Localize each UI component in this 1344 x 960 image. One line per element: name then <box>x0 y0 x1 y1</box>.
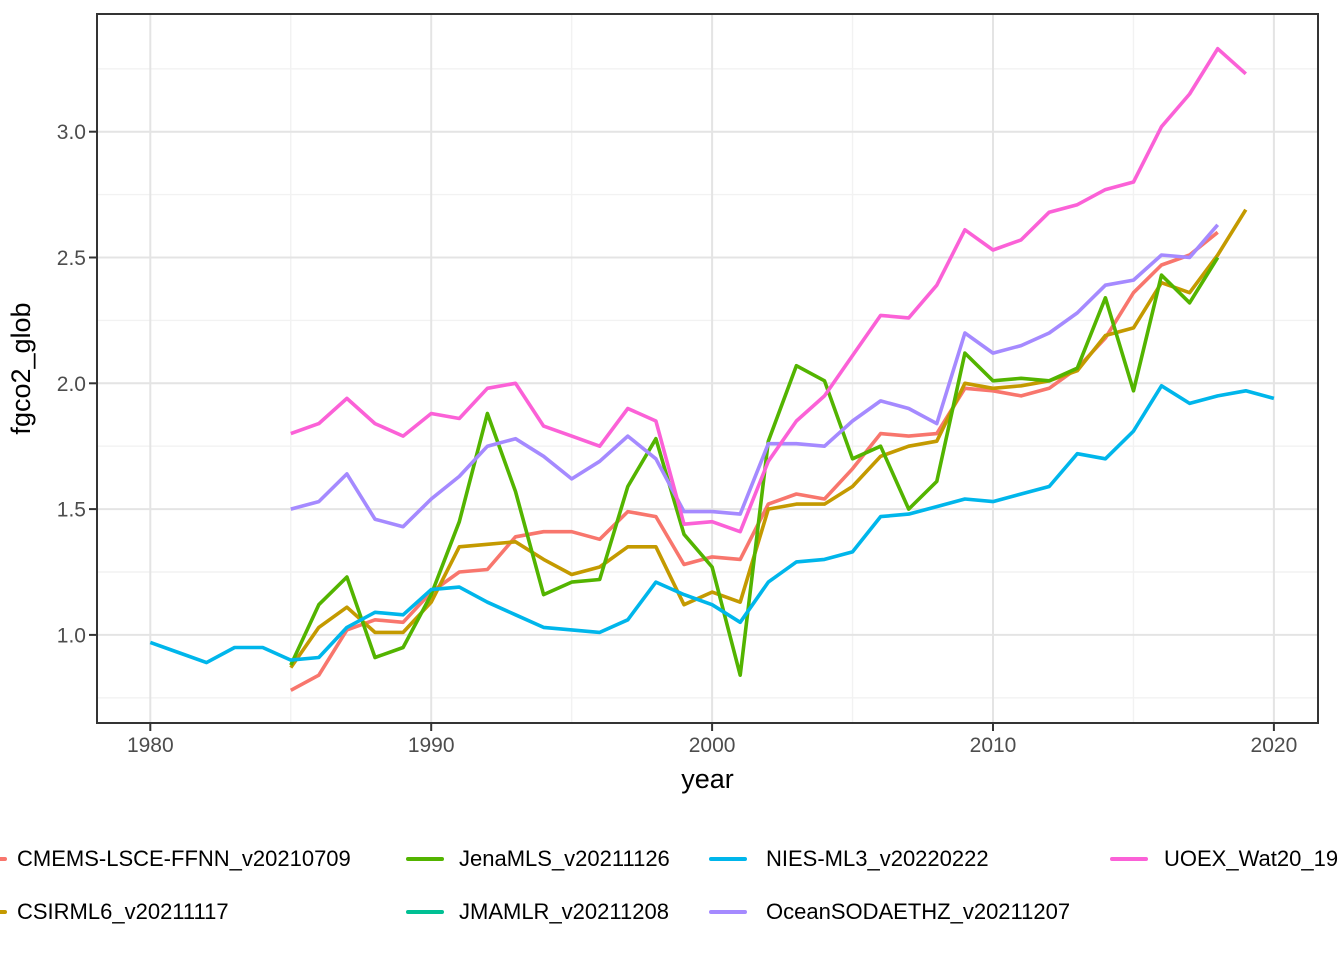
legend-label-jmamlr: JMAMLR_v20211208 <box>459 899 669 924</box>
series-line-OceanSODAETHZ_v20211207 <box>290 223 1220 529</box>
series-line-UOEX_Wat20_19 <box>290 46 1247 534</box>
x-tick-label: 2010 <box>970 734 1017 757</box>
y-tick-label: 1.0 <box>57 624 86 647</box>
legend-key-csirml6 <box>0 910 7 914</box>
legend-label-niesml3: NIES-ML3_v20220222 <box>766 846 989 871</box>
y-tick-label: 2.5 <box>57 247 86 270</box>
y-tick-label: 2.0 <box>57 373 86 396</box>
legend-key-cmems <box>0 857 7 861</box>
legend-key-jmamlr <box>406 910 444 914</box>
y-axis-title: fgco2_glob <box>6 302 36 434</box>
series-line-CMEMS-LSCE-FFNN_v20210709 <box>289 230 1219 692</box>
series-line-CSIRML6_v20211117 <box>289 208 1248 669</box>
x-tick-label: 1980 <box>127 734 174 757</box>
panel-border <box>96 13 1319 724</box>
legend-key-oceansoda <box>709 910 747 914</box>
legend-label-oceansoda: OceanSODAETHZ_v20211207 <box>766 899 1071 924</box>
x-tick-label: 2000 <box>689 734 736 757</box>
y-tick-label: 1.5 <box>57 499 86 522</box>
legend-key-niesml3 <box>709 857 747 861</box>
panel-background <box>97 14 1318 723</box>
legend-label-cmems: CMEMS-LSCE-FFNN_v20210709 <box>17 846 351 871</box>
y-tick-label: 3.0 <box>57 121 86 144</box>
line-chart: 1980 1990 2000 2010 2020 1.0 1.5 2.0 2.5 3.0 year f… <box>6 13 1319 794</box>
legend-label-uoex: UOEX_Wat20_19 <box>1164 846 1339 871</box>
series-line-NIES-ML3_v20220222 <box>149 383 1275 665</box>
legend-key-jenamls <box>406 857 444 861</box>
legend-key-uoex <box>1110 857 1148 861</box>
x-tick-label: 2020 <box>1251 734 1298 757</box>
plot-canvas: 1980 1990 2000 2010 2020 1.0 1.5 2.0 2.5 3.0 year f… <box>6 13 1319 794</box>
x-axis-title: year <box>681 764 734 794</box>
legend-label-jenamls: JenaMLS_v20211126 <box>459 846 670 871</box>
x-tick-label: 1990 <box>408 734 455 757</box>
series-line-JenaMLS_v20211126 <box>289 256 1220 678</box>
legend-label-csirml6: CSIRML6_v20211117 <box>17 899 229 924</box>
